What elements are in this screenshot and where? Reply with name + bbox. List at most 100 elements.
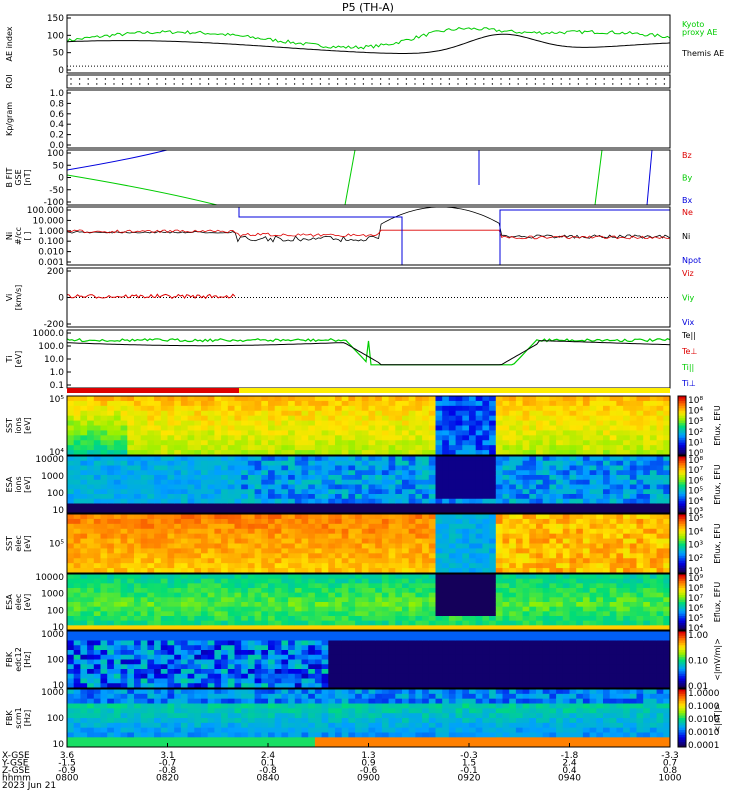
heat-cell [428,425,436,431]
heat-cell [87,484,95,490]
series-ti-par [66,337,671,366]
heat-cell [67,568,75,574]
heat-cell [408,456,416,462]
heat-cell [268,470,276,476]
heat-cell [241,498,249,504]
heat-cell [160,405,168,412]
heat-cell [107,405,115,412]
heat-cell [134,602,142,608]
heat-cell [294,553,302,559]
heat-cell [314,543,322,549]
heat-cell [375,597,383,603]
heat-cell [107,528,115,535]
heat-cell [274,583,282,589]
heat-cell [381,568,389,574]
heat-cell [381,616,389,622]
heat-cell [629,484,637,490]
heat-cell [100,533,108,539]
heat-cell [442,498,450,504]
heat-cell [93,669,101,675]
colorbar-cell [678,405,686,409]
heat-cell [140,503,148,509]
ylabel-bfield-0: B FIT [5,167,14,187]
heat-cell [167,640,175,646]
heat-cell [348,597,356,603]
heat-cell [388,445,396,451]
heat-cell [509,425,517,431]
heat-cell [147,479,155,485]
roi-dot [190,83,193,85]
heat-cell [134,553,142,559]
heat-cell [113,578,121,584]
heat-cell [268,425,276,431]
heat-cell [489,548,497,554]
heat-cell [368,475,376,481]
heat-cell [140,592,148,598]
heat-cell [422,583,430,589]
heat-cell [495,400,503,407]
heat-cell [368,625,376,631]
heat-cell [656,558,664,564]
heat-cell [542,588,550,594]
heat-cell [529,611,537,617]
heat-cell [428,578,436,584]
heat-cell [348,606,356,612]
heat-cell [529,503,537,509]
heat-cell [589,533,597,539]
heat-cell [314,523,322,530]
heat-cell [174,498,182,504]
heat-cell [649,533,657,539]
heat-cell [381,503,389,509]
heat-cell [569,440,577,446]
heat-cell [167,430,175,436]
heat-cell [536,568,544,574]
heat-cell [542,538,550,544]
heat-cell [643,558,651,564]
heat-cell [241,465,249,471]
heat-cell [67,514,75,520]
heat-cell [609,400,617,407]
colorbar-cell [678,627,686,631]
heat-cell [623,602,631,608]
heat-cell [234,503,242,509]
heat-cell [335,558,343,564]
roi-dot [121,83,124,85]
heat-cell [469,563,477,569]
heat-cell [361,611,369,617]
heat-cell [529,405,537,412]
heat-cell [649,440,657,446]
heat-cell [93,568,101,574]
heat-cell [194,440,202,446]
heat-cell [134,678,142,684]
heat-cell [415,435,423,441]
heat-cell [100,620,108,626]
heat-cell [603,410,611,417]
heat-cell [361,588,369,594]
heat-cell [408,400,416,407]
heat-cell [502,563,510,569]
heat-cell [415,518,423,525]
heat-cell [194,470,202,476]
heat-cell [643,435,651,441]
heat-cell [515,445,523,451]
heat-cell [596,574,604,580]
colorbar-cell [678,578,686,582]
heat-cell [268,514,276,520]
heat-cell [301,553,309,559]
heat-cell [381,563,389,569]
heat-cell [556,616,564,622]
heat-cell [636,588,644,594]
heat-cell [348,479,356,485]
heat-cell [294,606,302,612]
heat-cell [201,578,209,584]
roi-dot [225,83,227,85]
heat-cell [93,430,101,436]
ylabel-bfield-1: GSE [14,169,23,185]
heat-cell [180,498,188,504]
heat-cell [174,494,182,500]
heat-cell [274,606,282,612]
heat-cell [241,523,249,530]
colorbar-cell [678,484,686,488]
heat-cell [422,456,430,462]
colorbar-cell [678,618,686,622]
